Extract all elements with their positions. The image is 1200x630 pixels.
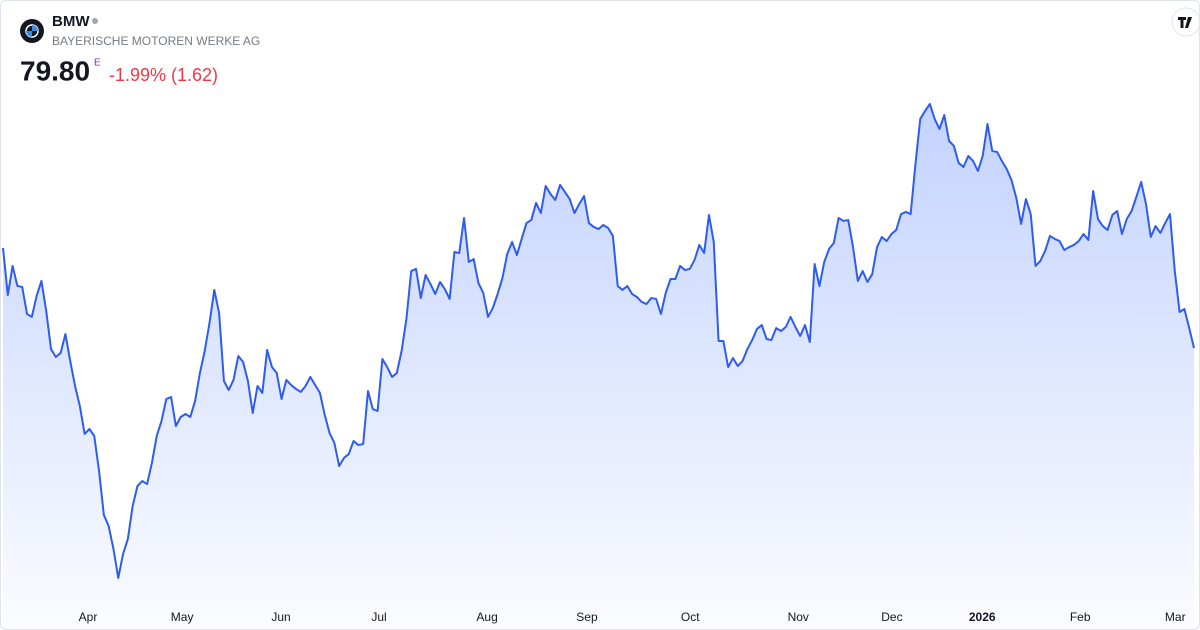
x-tick-label: Dec <box>881 610 902 624</box>
x-tick-label: Aug <box>476 610 497 624</box>
price-change: -1.99% (1.62) <box>109 65 218 85</box>
brand-logo <box>1178 17 1192 28</box>
logo-mark <box>26 25 38 37</box>
x-tick-label: Feb <box>1070 610 1091 624</box>
status-dot <box>92 18 98 24</box>
price-line <box>2 102 1195 579</box>
x-tick-label: Oct <box>681 610 700 624</box>
x-tick-label: Nov <box>788 610 809 624</box>
symbol: BMW <box>52 13 90 30</box>
area <box>3 103 1194 629</box>
x-tick-label: Mar <box>1165 610 1186 624</box>
x-tick-label: 2026 <box>969 610 996 624</box>
x-tick-label: Sep <box>576 610 598 624</box>
price: 79.80 <box>20 55 90 86</box>
x-tick-label: Jun <box>271 610 290 624</box>
x-tick-label: Jul <box>371 610 386 624</box>
plot <box>2 102 1195 629</box>
company-name: BAYERISCHE MOTOREN WERKE AG <box>52 34 260 48</box>
x-tick-label: Apr <box>79 610 98 624</box>
price-flag: E <box>94 58 101 69</box>
x-tick-label: May <box>171 610 194 624</box>
brand-badge[interactable] <box>1171 7 1199 37</box>
